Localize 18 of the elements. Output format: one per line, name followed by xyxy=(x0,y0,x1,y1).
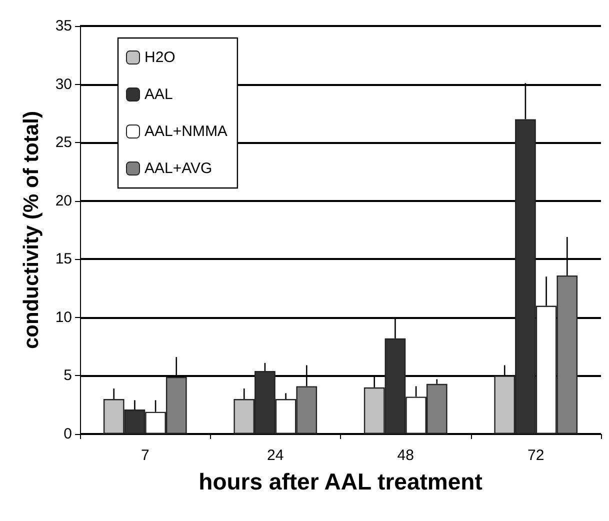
y-tick-label: 0 xyxy=(64,426,72,442)
y-tick-label: 25 xyxy=(55,134,72,152)
y-axis-title: conductivity (% of total) xyxy=(20,111,43,349)
legend-label: AAL+NMMA xyxy=(144,123,228,140)
legend-label: H2O xyxy=(144,49,176,66)
y-tick-label: 10 xyxy=(55,308,72,326)
x-tick-label: 24 xyxy=(267,447,284,464)
y-tick-label: 15 xyxy=(55,250,72,268)
legend-label: AAL xyxy=(144,86,173,103)
x-tick-label: 48 xyxy=(397,447,414,464)
x-tick-label: 72 xyxy=(528,447,544,464)
legend-label: AAL+AVG xyxy=(144,160,212,177)
y-tick-label: 30 xyxy=(55,76,72,93)
x-axis-title: hours after AAL treatment xyxy=(198,468,483,494)
x-tick-label: 7 xyxy=(140,447,150,464)
y-tick-label: 5 xyxy=(64,367,72,384)
y-tick-label: 35 xyxy=(55,18,72,34)
y-tick-label: 20 xyxy=(55,192,72,210)
